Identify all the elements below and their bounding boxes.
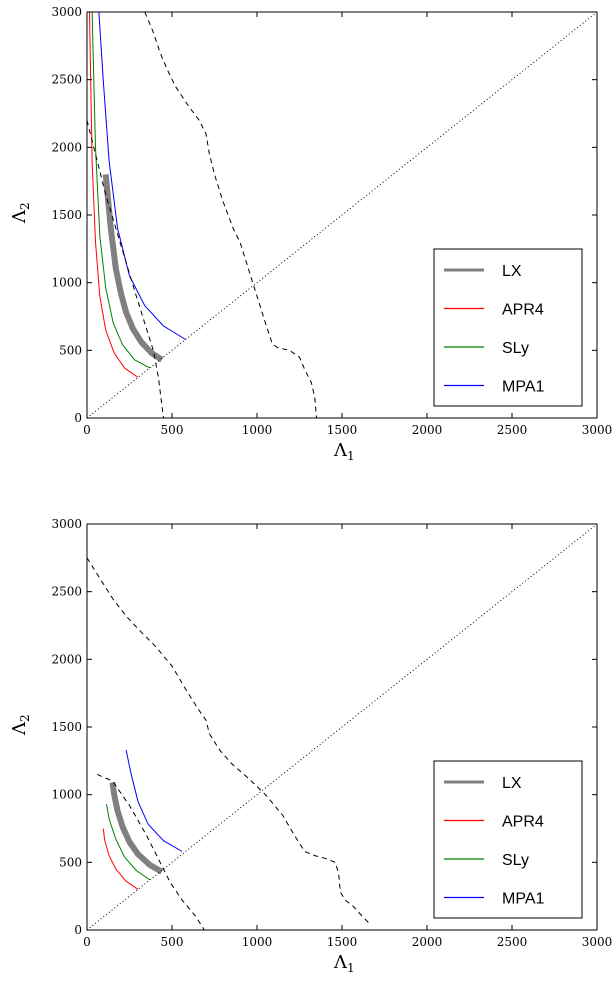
x-tick-label: 3000 bbox=[582, 423, 613, 437]
x-tick-label: 500 bbox=[161, 935, 184, 949]
legend-box bbox=[433, 248, 583, 407]
bound-curve-dashed bbox=[144, 12, 317, 418]
chart-panel-top: 0 500 1000 1500 2000 2500 3000 0 500 1000 1500 2000… bbox=[9, 5, 612, 463]
x-axis-label: Λ1 bbox=[333, 440, 355, 463]
legend-label-lx: LX bbox=[502, 263, 522, 280]
series-line-lx bbox=[109, 782, 164, 875]
axis-ticks: 0 500 1000 1500 2000 2500 3000 0 500 1000 1500 2000… bbox=[51, 517, 612, 949]
bound-curve-dashed bbox=[96, 773, 205, 930]
x-tick-label: 2000 bbox=[412, 423, 443, 437]
y-tick-label: 1000 bbox=[51, 788, 82, 802]
legend-box bbox=[433, 760, 583, 919]
x-tick-label: 1500 bbox=[327, 423, 358, 437]
legend-label-apr4: APR4 bbox=[502, 814, 544, 831]
diagonal-reference-line bbox=[87, 12, 597, 418]
y-tick-label: 3000 bbox=[51, 517, 82, 531]
x-tick-label: 3000 bbox=[582, 935, 613, 949]
x-tick-label: 0 bbox=[83, 423, 91, 437]
y-tick-label: 2000 bbox=[51, 652, 82, 666]
y-tick-label: 500 bbox=[59, 855, 82, 869]
diagonal-reference-line bbox=[87, 524, 597, 930]
y-tick-label: 2500 bbox=[51, 585, 82, 599]
series-line-sly bbox=[91, 12, 151, 369]
legend-label-lx: LX bbox=[502, 775, 522, 792]
y-tick-label: 1500 bbox=[51, 720, 82, 734]
series-lines bbox=[87, 524, 597, 930]
y-tick-label: 2500 bbox=[51, 73, 82, 87]
y-tick-label: 3000 bbox=[51, 5, 82, 19]
y-tick-label: 0 bbox=[74, 411, 82, 425]
series-line-apr4 bbox=[89, 12, 139, 378]
series-line-apr4 bbox=[102, 828, 139, 890]
legend: LX APR4 SLy MPA1 bbox=[433, 248, 583, 407]
legend: LX APR4 SLy MPA1 bbox=[433, 760, 583, 919]
x-tick-label: 500 bbox=[161, 423, 184, 437]
bound-curve-dashed bbox=[87, 120, 164, 418]
x-tick-label: 1500 bbox=[327, 935, 358, 949]
y-axis-label: Λ2 bbox=[9, 202, 32, 224]
series-line-mpa1 bbox=[125, 749, 183, 852]
x-tick-label: 2500 bbox=[497, 935, 528, 949]
x-tick-label: 1000 bbox=[242, 935, 273, 949]
series-lines bbox=[87, 12, 597, 418]
series-line-lx bbox=[102, 174, 164, 363]
y-tick-label: 1500 bbox=[51, 208, 82, 222]
x-tick-label: 1000 bbox=[242, 423, 273, 437]
y-tick-label: 2000 bbox=[51, 140, 82, 154]
x-tick-label: 2500 bbox=[497, 423, 528, 437]
axis-ticks: 0 500 1000 1500 2000 2500 3000 0 500 1000 1500 2000… bbox=[51, 5, 612, 437]
x-tick-label: 2000 bbox=[412, 935, 443, 949]
y-tick-label: 0 bbox=[74, 923, 82, 937]
legend-label-apr4: APR4 bbox=[502, 302, 544, 319]
legend-label-mpa1: MPA1 bbox=[502, 379, 544, 396]
y-tick-label: 1000 bbox=[51, 276, 82, 290]
x-axis-label: Λ1 bbox=[333, 952, 355, 975]
legend-label-sly: SLy bbox=[502, 340, 529, 357]
series-line-sly bbox=[106, 804, 151, 881]
legend-label-mpa1: MPA1 bbox=[502, 891, 544, 908]
y-axis-label: Λ2 bbox=[9, 714, 32, 736]
x-tick-label: 0 bbox=[83, 935, 91, 949]
bound-curve-dashed bbox=[87, 557, 370, 924]
y-tick-label: 500 bbox=[59, 343, 82, 357]
chart-panel-bottom: 0 500 1000 1500 2000 2500 3000 0 500 1000 1500 2000… bbox=[9, 517, 612, 975]
legend-label-sly: SLy bbox=[502, 852, 529, 869]
